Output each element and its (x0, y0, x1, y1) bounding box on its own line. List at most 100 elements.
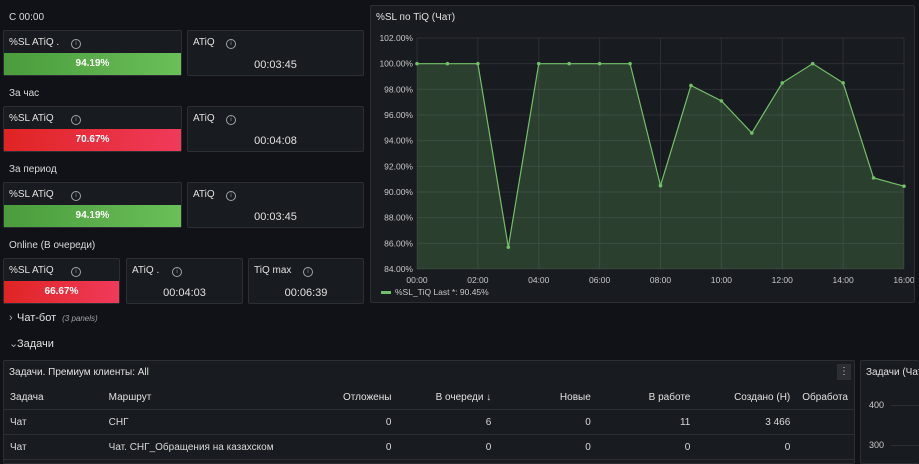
row-chatbot[interactable]: › Чат-бот (3 panels) (9, 312, 98, 324)
stat-panel-sl-since-midnight[interactable]: %SL ATiQ . i 94.19% (3, 30, 182, 76)
section-title-online: Online (В очереди) (9, 240, 96, 251)
stat-panel-atiq-hour[interactable]: ATiQ i 00:04:08 (187, 106, 364, 152)
cell-postponed: 0 (297, 434, 398, 460)
column-header-route[interactable]: Маршрут (102, 385, 298, 410)
chart-panel-sl-tiq[interactable]: %SL по TiQ (Чат) 84.00% 86.00% 88.00% 90.00… (370, 5, 915, 303)
row-tasks[interactable]: ⌄Задачи (9, 337, 54, 350)
column-header-created[interactable]: Создано (Н) (696, 385, 797, 410)
column-header-task[interactable]: Задача (4, 385, 103, 410)
info-icon[interactable]: i (226, 115, 236, 125)
cell-processed (796, 434, 854, 460)
y-tick-label: 98.00% (384, 84, 413, 94)
cell-in-work: 0 (596, 434, 697, 460)
table-panel-title: Задачи. Премиум клиенты: All (9, 367, 149, 378)
grid-line (891, 445, 919, 446)
section-title-period: За период (9, 164, 57, 175)
info-icon[interactable]: i (71, 267, 81, 277)
table-row: Чат Чат. СНГ_Обращения на казахском 0 0 … (4, 434, 854, 460)
data-point (750, 131, 754, 135)
table-header-row: Задача Маршрут Отложены В очереди ↓ Новы… (4, 385, 854, 410)
sl-gauge: 94.19% (4, 53, 181, 75)
info-icon[interactable]: i (172, 267, 182, 277)
panel-title: TiQ max (254, 265, 292, 276)
row-tasks-label: Задачи (17, 338, 54, 350)
series-area (417, 63, 904, 269)
gauge-value: 66.67% (44, 286, 79, 297)
info-icon[interactable]: i (71, 115, 81, 125)
sort-descending-icon: ↓ (486, 391, 492, 403)
column-header-processed[interactable]: Обработа (796, 385, 854, 410)
legend-label: %SL_TiQ Last *: 90.45% (395, 287, 489, 297)
chevron-down-icon: ⌄ (9, 338, 19, 350)
info-icon[interactable]: i (71, 39, 81, 49)
stat-panel-sl-hour[interactable]: %SL ATiQ i 70.67% (3, 106, 182, 152)
data-point (689, 83, 693, 88)
y-tick-label: 94.00% (384, 136, 413, 146)
panel-title: ATiQ (193, 189, 215, 200)
x-tick-label: 12:00 (772, 275, 794, 285)
x-tick-label: 10:00 (711, 275, 733, 285)
panel-title: %SL ATiQ (9, 189, 54, 200)
x-tick-label: 16:00 (893, 275, 914, 285)
info-icon[interactable]: i (303, 267, 313, 277)
sl-gauge: 66.67% (4, 281, 119, 303)
section-title-since-midnight: С 00:00 (9, 12, 45, 23)
cell-new: 0 (497, 409, 597, 435)
panel-title: ATiQ . (132, 265, 160, 276)
stat-panel-sl-period[interactable]: %SL ATiQ i 94.19% (3, 182, 182, 228)
column-header-in-queue-label: В очереди (435, 391, 484, 403)
y-tick-label: 84.00% (384, 264, 413, 274)
x-tick-label: 04:00 (528, 275, 550, 285)
x-tick-label: 14:00 (832, 275, 854, 285)
cell-task: Чат (4, 409, 103, 435)
data-point (780, 81, 785, 85)
data-point (536, 61, 541, 66)
panel-title: %SL ATiQ (9, 265, 54, 276)
info-icon[interactable]: i (226, 39, 236, 49)
cell-created: 0 (696, 434, 797, 460)
y-tick-label: 88.00% (384, 213, 413, 223)
cell-route: Чат. СНГ_Обращения на казахском (102, 434, 298, 460)
cell-in-work: 11 (596, 409, 697, 435)
cell-in-queue: 6 (397, 409, 498, 435)
x-tick-label: 02:00 (467, 275, 489, 285)
data-point (476, 61, 480, 66)
chevron-right-icon: › (9, 312, 13, 324)
column-header-postponed[interactable]: Отложены (297, 385, 398, 410)
stat-panel-atiq-since-midnight[interactable]: ATiQ i 00:03:45 (187, 30, 364, 76)
x-tick-label: 00:00 (406, 275, 428, 285)
y-tick-label: 400 (869, 400, 885, 410)
y-tick-label: 100.00% (379, 59, 413, 69)
cell-route: СНГ (102, 409, 298, 435)
cell-in-queue: 0 (397, 434, 498, 460)
table-row: Чат СНГ 0 6 0 11 3 466 (4, 409, 854, 435)
data-point (445, 61, 450, 66)
legend-swatch (381, 291, 391, 294)
data-point (628, 61, 632, 66)
panel-title: %SL ATiQ (9, 113, 54, 124)
tasks-premium-table-panel[interactable]: Задачи. Премиум клиенты: All ⋮ Задача Ма… (3, 360, 855, 464)
column-header-in-work[interactable]: В работе (596, 385, 697, 410)
cell-created: 3 466 (696, 409, 797, 435)
tasks-chat-chart-panel[interactable]: Задачи (Чат 400 300 (860, 360, 919, 464)
cell-new: 0 (497, 434, 597, 460)
column-header-in-queue[interactable]: В очереди ↓ (397, 385, 498, 410)
section-title-hour: За час (9, 88, 40, 99)
panel-title: Задачи (Чат (866, 367, 919, 378)
chart-title: %SL по TiQ (Чат) (376, 12, 456, 23)
panel-menu-icon[interactable]: ⋮ (837, 364, 851, 380)
data-point (415, 61, 419, 66)
data-point (597, 61, 602, 66)
cell-postponed: 0 (297, 409, 398, 435)
data-point (506, 245, 511, 249)
stat-panel-atiq-online[interactable]: ATiQ . i 00:04:03 (126, 258, 243, 304)
stat-panel-atiq-period[interactable]: ATiQ i 00:03:45 (187, 182, 364, 228)
gauge-value: 70.67% (75, 134, 110, 145)
info-icon[interactable]: i (71, 191, 81, 201)
stat-panel-sl-online[interactable]: %SL ATiQ i 66.67% (3, 258, 120, 304)
column-header-new[interactable]: Новые (497, 385, 597, 410)
data-point (567, 61, 571, 66)
stat-panel-tiq-max[interactable]: TiQ max i 00:06:39 (248, 258, 364, 304)
y-tick-label: 102.00% (379, 33, 413, 43)
info-icon[interactable]: i (226, 191, 236, 201)
